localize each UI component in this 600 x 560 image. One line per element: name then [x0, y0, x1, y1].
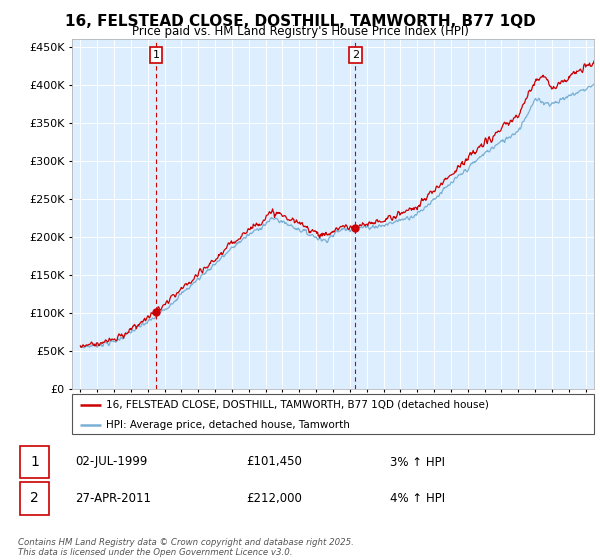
Text: Price paid vs. HM Land Registry's House Price Index (HPI): Price paid vs. HM Land Registry's House …	[131, 25, 469, 38]
Text: £212,000: £212,000	[246, 492, 302, 505]
Text: 16, FELSTEAD CLOSE, DOSTHILL, TAMWORTH, B77 1QD (detached house): 16, FELSTEAD CLOSE, DOSTHILL, TAMWORTH, …	[106, 400, 489, 410]
Text: HPI: Average price, detached house, Tamworth: HPI: Average price, detached house, Tamw…	[106, 420, 350, 430]
Text: 16, FELSTEAD CLOSE, DOSTHILL, TAMWORTH, B77 1QD: 16, FELSTEAD CLOSE, DOSTHILL, TAMWORTH, …	[65, 14, 535, 29]
Text: £101,450: £101,450	[246, 455, 302, 469]
Text: 2: 2	[30, 492, 39, 505]
FancyBboxPatch shape	[20, 446, 49, 478]
Text: 27-APR-2011: 27-APR-2011	[75, 492, 151, 505]
FancyBboxPatch shape	[20, 482, 49, 515]
Text: 1: 1	[30, 455, 39, 469]
Text: 02-JUL-1999: 02-JUL-1999	[75, 455, 148, 469]
Text: 4% ↑ HPI: 4% ↑ HPI	[390, 492, 445, 505]
Text: 1: 1	[152, 50, 160, 60]
Text: 3% ↑ HPI: 3% ↑ HPI	[390, 455, 445, 469]
FancyBboxPatch shape	[72, 394, 594, 434]
Text: Contains HM Land Registry data © Crown copyright and database right 2025.
This d: Contains HM Land Registry data © Crown c…	[18, 538, 354, 557]
Text: 2: 2	[352, 50, 359, 60]
